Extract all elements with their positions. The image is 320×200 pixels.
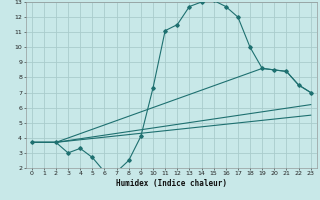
X-axis label: Humidex (Indice chaleur): Humidex (Indice chaleur) [116, 179, 227, 188]
